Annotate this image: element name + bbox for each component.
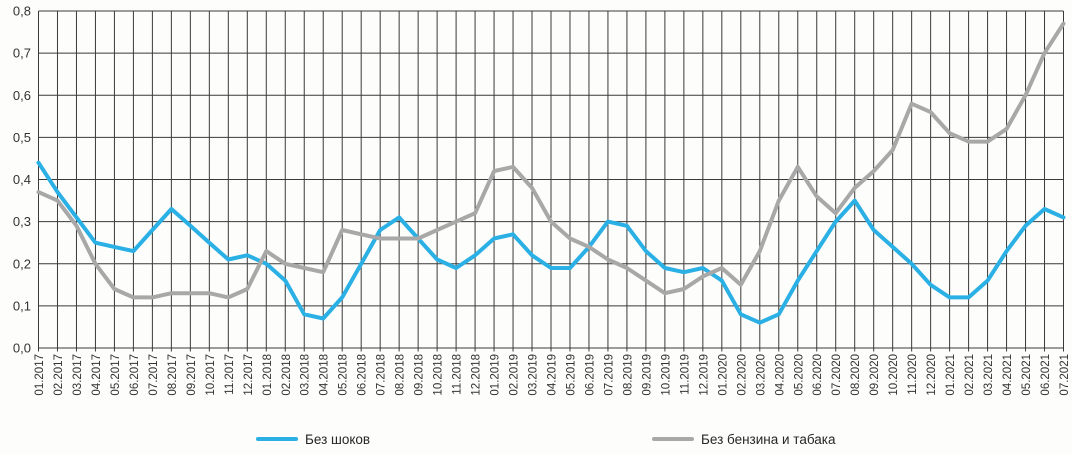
svg-text:12.2020: 12.2020 — [926, 354, 938, 396]
svg-text:09.2018: 09.2018 — [414, 354, 426, 396]
svg-text:08.2019: 08.2019 — [622, 354, 634, 396]
svg-text:01.2018: 01.2018 — [262, 354, 274, 396]
svg-text:03.2018: 03.2018 — [300, 354, 312, 396]
series2-label: Без бензина и табака — [701, 431, 836, 447]
svg-text:12.2019: 12.2019 — [698, 354, 710, 396]
svg-text:09.2017: 09.2017 — [186, 354, 198, 396]
svg-text:07.2018: 07.2018 — [376, 354, 388, 396]
svg-text:01.2020: 01.2020 — [717, 354, 729, 396]
svg-text:0,4: 0,4 — [13, 172, 31, 187]
svg-text:12.2018: 12.2018 — [471, 354, 483, 396]
svg-text:11.2019: 11.2019 — [679, 354, 691, 395]
svg-text:10.2017: 10.2017 — [205, 354, 217, 396]
svg-text:05.2019: 05.2019 — [565, 354, 577, 396]
svg-text:06.2018: 06.2018 — [357, 354, 369, 396]
svg-text:11.2020: 11.2020 — [907, 354, 919, 395]
svg-text:0,7: 0,7 — [13, 46, 31, 61]
svg-text:11.2017: 11.2017 — [224, 354, 236, 395]
svg-text:08.2017: 08.2017 — [167, 354, 179, 396]
svg-text:03.2019: 03.2019 — [528, 354, 540, 396]
svg-text:07.2021: 07.2021 — [1059, 354, 1071, 396]
svg-text:09.2020: 09.2020 — [869, 354, 881, 396]
svg-text:04.2019: 04.2019 — [547, 354, 559, 396]
svg-text:08.2018: 08.2018 — [395, 354, 407, 396]
svg-text:07.2019: 07.2019 — [603, 354, 615, 396]
svg-text:01.2017: 01.2017 — [34, 354, 46, 396]
svg-text:0,3: 0,3 — [13, 214, 31, 229]
svg-text:03.2021: 03.2021 — [983, 354, 995, 396]
svg-text:10.2019: 10.2019 — [660, 354, 672, 396]
series2-line-swatch — [652, 437, 694, 441]
svg-text:02.2018: 02.2018 — [281, 354, 293, 396]
svg-text:04.2018: 04.2018 — [319, 354, 331, 396]
svg-text:10.2018: 10.2018 — [433, 354, 445, 396]
svg-text:0,1: 0,1 — [13, 298, 31, 313]
svg-text:0,6: 0,6 — [13, 88, 31, 103]
svg-text:0,2: 0,2 — [13, 256, 31, 271]
series1-line-swatch — [256, 437, 298, 441]
svg-text:05.2021: 05.2021 — [1021, 354, 1033, 396]
svg-text:04.2020: 04.2020 — [774, 354, 786, 396]
svg-text:11.2018: 11.2018 — [452, 354, 464, 395]
svg-text:0,5: 0,5 — [13, 130, 31, 145]
svg-text:06.2020: 06.2020 — [812, 354, 824, 396]
svg-text:02.2019: 02.2019 — [509, 354, 521, 396]
svg-text:08.2020: 08.2020 — [850, 354, 862, 396]
svg-text:01.2019: 01.2019 — [490, 354, 502, 396]
svg-text:07.2017: 07.2017 — [148, 354, 160, 396]
svg-text:0,8: 0,8 — [13, 4, 31, 19]
svg-text:06.2019: 06.2019 — [584, 354, 596, 396]
svg-text:02.2021: 02.2021 — [964, 354, 976, 396]
svg-text:05.2017: 05.2017 — [110, 354, 122, 396]
svg-text:09.2019: 09.2019 — [641, 354, 653, 396]
svg-text:01.2021: 01.2021 — [945, 354, 957, 396]
svg-text:05.2018: 05.2018 — [338, 354, 350, 396]
svg-text:02.2017: 02.2017 — [53, 354, 65, 396]
legend-item-bez-shokov: Без шоков — [256, 429, 370, 449]
svg-text:03.2017: 03.2017 — [72, 354, 84, 396]
svg-text:06.2021: 06.2021 — [1040, 354, 1052, 396]
svg-text:0,0: 0,0 — [13, 341, 31, 356]
svg-text:12.2017: 12.2017 — [243, 354, 255, 396]
svg-text:03.2020: 03.2020 — [755, 354, 767, 396]
svg-text:04.2021: 04.2021 — [1002, 354, 1014, 396]
chart-legend: Без шоков Без бензина и табака — [0, 429, 1072, 449]
series1-label: Без шоков — [305, 431, 371, 447]
svg-text:04.2017: 04.2017 — [91, 354, 103, 396]
svg-text:07.2020: 07.2020 — [831, 354, 843, 396]
svg-text:06.2017: 06.2017 — [129, 354, 141, 396]
svg-text:02.2020: 02.2020 — [736, 354, 748, 396]
svg-text:10.2020: 10.2020 — [888, 354, 900, 396]
svg-text:05.2020: 05.2020 — [793, 354, 805, 396]
legend-item-bez-benzina-i-tabaka: Без бензина и табака — [652, 429, 835, 449]
